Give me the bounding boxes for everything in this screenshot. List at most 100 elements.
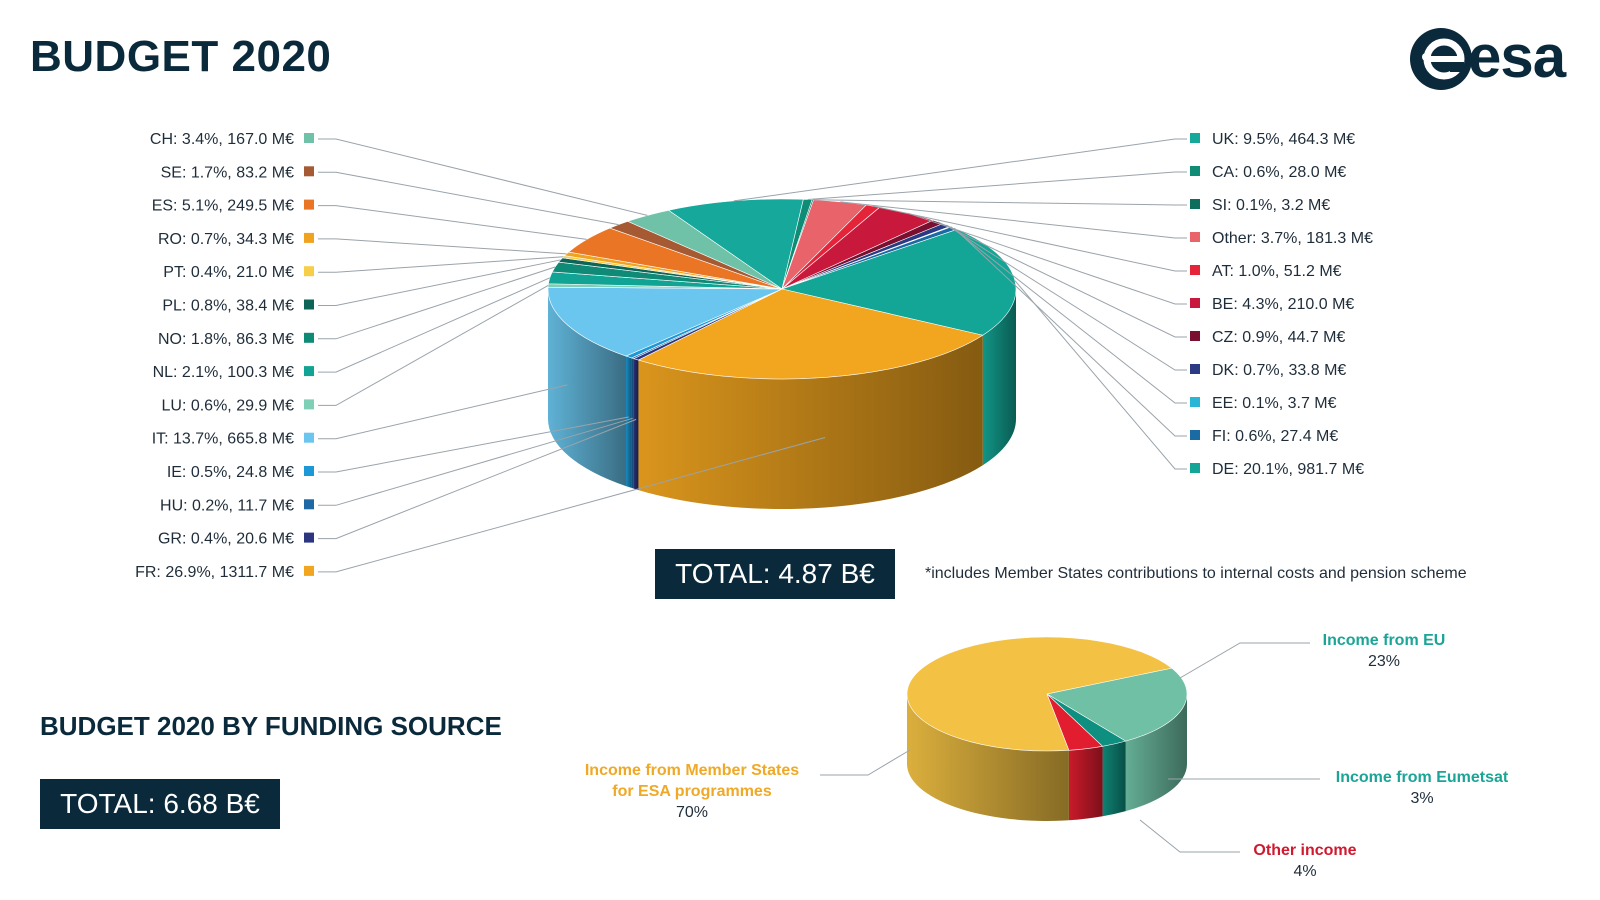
- funding-pct-income-from-eumetsat: 3%: [1410, 790, 1433, 807]
- budget-side-it: [548, 289, 626, 487]
- leader-line-uk: [733, 138, 1187, 202]
- slice-label-fr: FR: 26.9%, 1311.7 M€: [135, 564, 294, 581]
- funding-slice-income-from-eu: [1046, 667, 1188, 742]
- budget-side-gr: [633, 358, 639, 491]
- funding-labels: Income from EU 23% Income from Eumetsat 3% O…: [585, 632, 1509, 880]
- budget-pie: [547, 198, 1017, 510]
- funding-label-income-from-eumetsat: Income from Eumetsat: [1336, 769, 1509, 786]
- leader-line-it: [318, 384, 568, 440]
- leader-line-pt: [318, 256, 564, 273]
- leader-line-ca: [807, 171, 1187, 201]
- slice-label-at: AT: 1.0%, 51.2 M€: [1212, 263, 1342, 280]
- budget-slice-de: [780, 229, 1017, 336]
- legend-swatch-be: [1190, 298, 1200, 308]
- funding-label-income-from-eu: Income from EU: [1323, 632, 1446, 649]
- slice-label-ro: RO: 0.7%, 34.3 M€: [158, 231, 294, 248]
- legend-swatch-se: [304, 166, 314, 177]
- funding-leader-other-income: [1139, 819, 1240, 853]
- budget-slice-it: [547, 286, 783, 357]
- slice-label-ca: CA: 0.6%, 28.0 M€: [1212, 164, 1346, 181]
- slice-label-be: BE: 4.3%, 210.0 M€: [1212, 296, 1354, 313]
- leader-line-other: [840, 201, 1187, 239]
- funding-slice-income-from-member-states-for-esa-programmes: [906, 636, 1173, 752]
- logo-text: esa: [1468, 23, 1566, 90]
- leader-line-se: [318, 171, 619, 226]
- legend-swatch-gr: [304, 532, 314, 543]
- funding-side-income-from-eu: [1125, 694, 1187, 812]
- leader-line-ro: [318, 238, 567, 255]
- leader-line-de: [1014, 280, 1187, 470]
- slice-label-ch: CH: 3.4%, 167.0 M€: [150, 131, 294, 148]
- funding-leader-income-from-eu: [1179, 642, 1310, 679]
- leader-line-si: [812, 199, 1187, 206]
- esa-logo: esa: [1410, 23, 1580, 90]
- slice-label-dk: DK: 0.7%, 33.8 M€: [1212, 362, 1346, 379]
- leader-line-ee: [950, 226, 1187, 404]
- legend-swatch-it: [304, 432, 314, 443]
- funding-source-title: BUDGET 2020 BY FUNDING SOURCE: [40, 711, 502, 741]
- leader-line-nl: [318, 277, 551, 373]
- total-budget-badge: TOTAL: 4.87 B€: [655, 549, 895, 599]
- legend-swatch-lu: [304, 399, 314, 410]
- leader-line-no: [318, 266, 556, 340]
- slice-label-si: SI: 0.1%, 3.2 M€: [1212, 197, 1330, 214]
- funding-pct-income-from-eu: 23%: [1368, 653, 1400, 670]
- leader-line-ie: [318, 416, 629, 473]
- slice-label-other: Other: 3.7%, 181.3 M€: [1212, 230, 1373, 247]
- leader-line-ch: [318, 138, 648, 216]
- funding-side-income-from-eumetsat: [1102, 741, 1126, 817]
- funding-leader-income-from-member-states-for-esa-programmes: [820, 749, 911, 776]
- legend-swatch-fr: [304, 565, 314, 576]
- footnote: *includes Member States contributions to…: [925, 565, 1467, 582]
- legend-swatch-ie: [304, 466, 314, 476]
- legend-swatch-si: [1190, 199, 1200, 209]
- funding-label-income-from-member-states-for-esa-programmes: for ESA programmes: [612, 783, 772, 800]
- legend-swatch-fi: [1190, 430, 1200, 440]
- leader-line-pl: [318, 259, 561, 306]
- legend-swatch-ch: [304, 133, 314, 143]
- leader-line-gr: [318, 418, 637, 540]
- funding-label-income-from-member-states-for-esa-programmes: Income from Member States: [585, 762, 799, 779]
- leader-line-es: [318, 205, 587, 240]
- legend-swatch-no: [304, 332, 314, 343]
- total-funding-badge: TOTAL: 6.68 B€: [40, 779, 280, 829]
- slice-label-ee: EE: 0.1%, 3.7 M€: [1212, 395, 1337, 412]
- budget-side-hu: [631, 357, 634, 489]
- leader-line-at: [872, 205, 1187, 272]
- budget-slice-ch: [626, 209, 783, 290]
- budget-slice-fr: [637, 288, 984, 380]
- leader-line-fr: [318, 436, 826, 573]
- legend-swatch-hu: [304, 499, 314, 510]
- slice-label-it: IT: 13.7%, 665.8 M€: [152, 431, 294, 448]
- funding-side-other-income: [1068, 746, 1103, 821]
- leader-line-be: [907, 212, 1187, 305]
- slice-label-hu: HU: 0.2%, 11.7 M€: [160, 497, 294, 514]
- leader-line-hu: [318, 417, 633, 506]
- slice-label-uk: UK: 9.5%, 464.3 M€: [1212, 131, 1355, 148]
- legend-swatch-nl: [304, 366, 314, 377]
- slice-label-ie: IE: 0.5%, 24.8 M€: [167, 464, 294, 481]
- leader-line-lu: [318, 285, 549, 406]
- funding-label-other-income: Other income: [1253, 842, 1356, 859]
- legend-swatch-uk: [1190, 133, 1200, 143]
- slice-label-nl: NL: 2.1%, 100.3 M€: [153, 364, 295, 381]
- leader-line-fi: [953, 227, 1187, 437]
- leader-line-dk: [946, 224, 1187, 371]
- slice-label-de: DE: 20.1%, 981.7 M€: [1212, 461, 1364, 478]
- budget-side-de: [982, 289, 1016, 466]
- legend-swatch-pl: [304, 299, 314, 310]
- funding-side-income-from-member-states-for-esa-programmes: [907, 694, 1069, 821]
- legend-swatch-es: [304, 199, 314, 210]
- esa-e-icon: [1422, 38, 1465, 80]
- legend-swatch-pt: [304, 266, 314, 277]
- legend-swatch-ro: [304, 232, 314, 243]
- legend-swatch-ca: [1190, 166, 1200, 176]
- slice-label-se: SE: 1.7%, 83.2 M€: [161, 164, 295, 181]
- legend-swatch-ee: [1190, 397, 1200, 407]
- slice-label-gr: GR: 0.4%, 20.6 M€: [158, 531, 294, 548]
- logo-mark: [1410, 28, 1472, 90]
- legend-swatch-at: [1190, 265, 1200, 275]
- funding-pct-other-income: 4%: [1293, 863, 1316, 880]
- legend-swatch-de: [1190, 463, 1200, 473]
